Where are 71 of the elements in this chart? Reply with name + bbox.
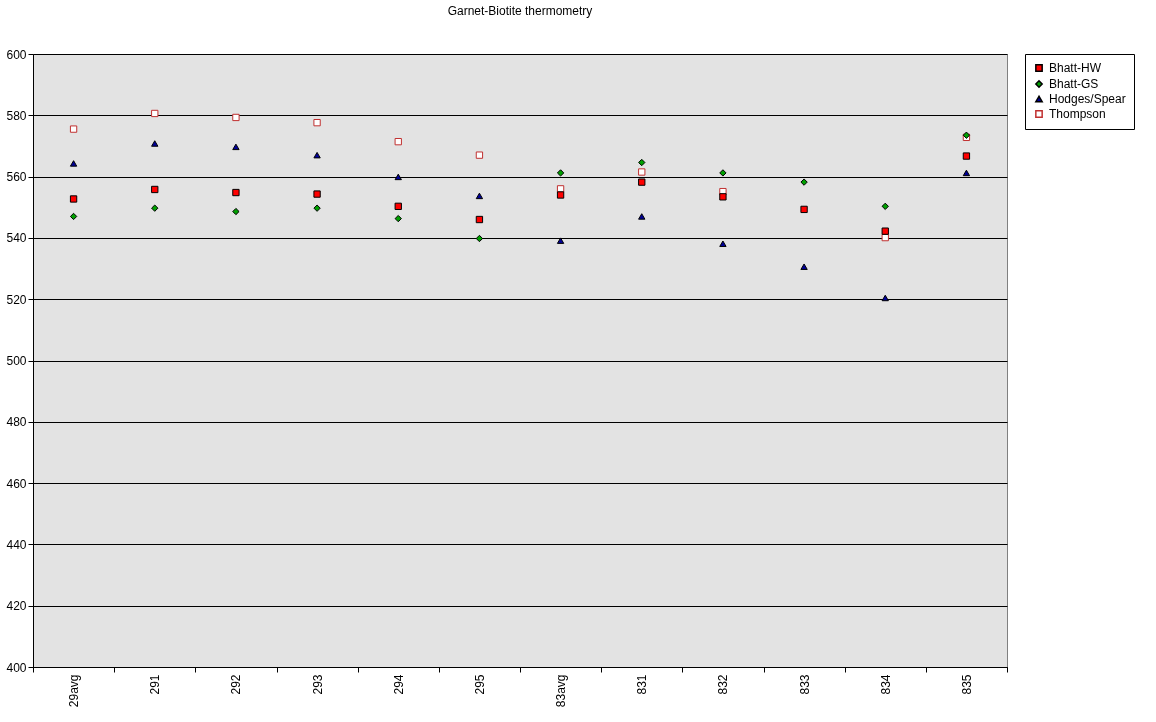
point (232, 188, 240, 197)
point (151, 204, 159, 212)
y-tick-label: 460 (6, 476, 27, 491)
x-tick-label: 292 (229, 674, 244, 695)
point (881, 227, 889, 235)
x-tick-label: 291 (148, 674, 163, 695)
x-tick-label: 831 (635, 674, 650, 695)
point (800, 178, 808, 186)
point (394, 214, 402, 223)
point (719, 240, 727, 247)
point (232, 113, 240, 122)
x-tick-label: 835 (959, 674, 974, 695)
x-tick-label: 833 (797, 674, 812, 695)
y-tick-label: 560 (6, 170, 27, 185)
point (232, 207, 240, 216)
point (69, 195, 78, 203)
point (69, 160, 78, 167)
point (719, 169, 727, 177)
point (556, 191, 565, 199)
point (69, 212, 78, 221)
point (475, 234, 484, 243)
point (800, 263, 808, 270)
point (69, 125, 78, 133)
y-tick-label: 420 (6, 599, 27, 614)
y-tick-label: 400 (6, 660, 27, 675)
point (475, 151, 484, 159)
point (881, 202, 889, 210)
point (394, 138, 402, 146)
point (313, 190, 321, 198)
point (638, 213, 646, 220)
y-tick-label: 520 (6, 292, 27, 307)
point (638, 168, 646, 176)
point (638, 158, 646, 167)
y-tick-label: 440 (6, 537, 27, 552)
point (475, 215, 484, 224)
point (638, 178, 646, 186)
point (800, 205, 808, 214)
x-tick-label: 834 (878, 674, 893, 695)
x-tick-label: 29avg (67, 674, 82, 708)
legend-label: Bhatt-GS (1049, 77, 1099, 91)
point (151, 140, 159, 147)
point (556, 237, 565, 244)
point (232, 143, 240, 151)
legend-label: Bhatt-HW (1049, 61, 1102, 75)
x-tick-label: 293 (310, 674, 325, 695)
point (313, 118, 321, 127)
y-tick-label: 540 (6, 231, 27, 246)
point (151, 109, 159, 118)
y-tick-label: 500 (6, 354, 27, 368)
point (962, 169, 971, 177)
point (962, 152, 971, 160)
point (313, 151, 321, 159)
point (394, 173, 402, 181)
legend-label: Hodges/Spear (1049, 92, 1126, 106)
x-tick-label: 83avg (554, 674, 569, 708)
point (556, 169, 565, 177)
point (719, 193, 727, 201)
chart-title: Garnet-Biotite thermometry (447, 4, 593, 18)
point (881, 233, 889, 242)
y-tick-label: 480 (6, 415, 27, 430)
legend-label: Thompson (1049, 107, 1106, 121)
x-tick-label: 832 (716, 674, 731, 695)
point (475, 192, 484, 200)
point (394, 202, 402, 210)
x-tick-label: 295 (472, 674, 487, 695)
y-tick-label: 580 (6, 108, 27, 123)
point (313, 204, 321, 212)
point (881, 294, 889, 302)
x-tick-label: 294 (391, 674, 406, 695)
y-tick-label: 600 (6, 47, 27, 62)
point (151, 185, 159, 194)
